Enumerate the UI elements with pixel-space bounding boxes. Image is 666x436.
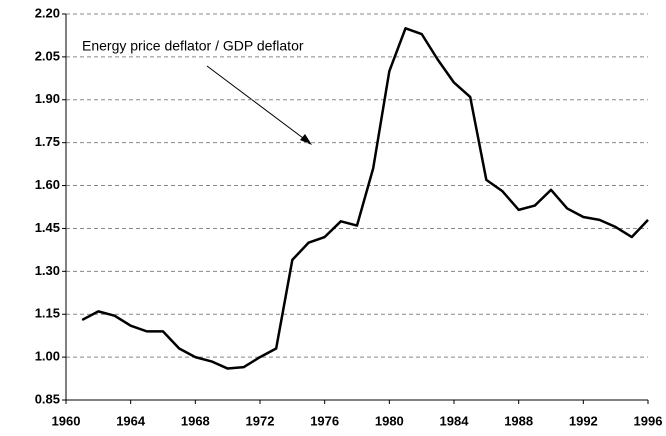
y-tick-label: 1.60 (35, 177, 60, 192)
x-tick-label: 1984 (440, 413, 470, 428)
annotation-arrow (206, 65, 308, 142)
data-line (81, 27, 649, 370)
y-tick-label: 1.15 (35, 306, 60, 321)
x-tick-label: 1976 (310, 413, 339, 428)
x-tick-label: 1964 (116, 413, 146, 428)
y-tick-label: 1.00 (35, 349, 60, 364)
x-tick-label: 1980 (375, 413, 404, 428)
y-tick-label: 2.05 (35, 48, 60, 63)
x-tick-label: 1996 (634, 413, 663, 428)
y-tick-label: 1.30 (35, 263, 60, 278)
y-tick-label: 2.20 (35, 5, 60, 20)
x-tick-label: 1992 (569, 413, 598, 428)
y-tick-label: 1.90 (35, 91, 60, 106)
y-tick-label: 1.75 (35, 134, 60, 149)
x-tick-label: 1988 (504, 413, 533, 428)
x-tick-label: 1972 (246, 413, 275, 428)
arrow-head (300, 134, 312, 145)
y-tick-label: 1.45 (35, 220, 60, 235)
y-tick-label: 0.85 (35, 391, 60, 406)
x-tick-label: 1968 (181, 413, 210, 428)
x-tick-label: 1960 (52, 413, 81, 428)
annotation: Energy price deflator / GDP deflator (82, 38, 304, 54)
